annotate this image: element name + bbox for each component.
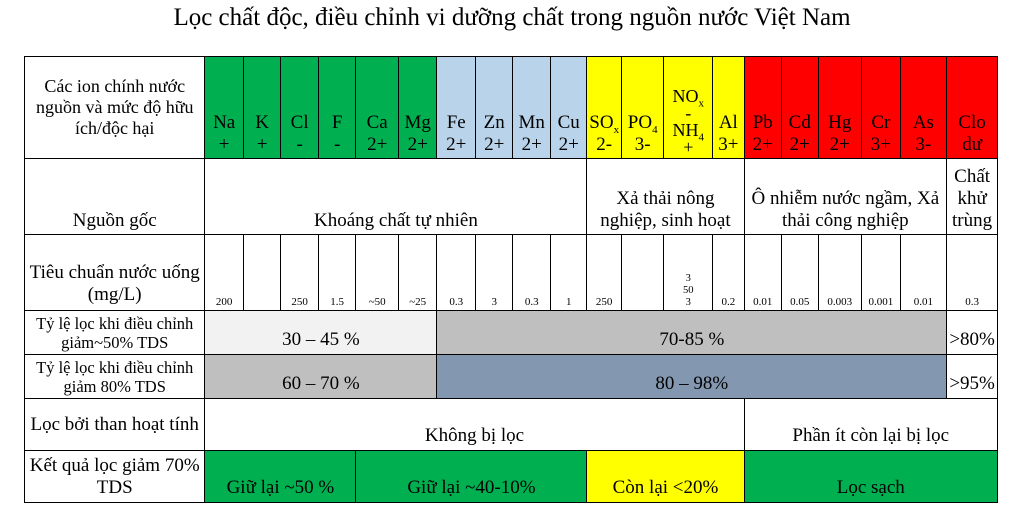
result-row: Kết quả lọc giảm 70% TDS Giữ lại ~50 % G… [23,450,999,503]
standard-cl: 250 [280,234,319,311]
result-clean: Lọc sạch [743,450,999,503]
ion-cr: Cr 3+ [861,56,901,159]
rate50-row-label: Tỷ lệ lọc khi điều chỉnh giảm~50% TDS [23,310,206,355]
standard-as: 0.01 [899,234,948,311]
standard-po4 [620,234,665,311]
rate80-chlorine: >95% [946,354,998,399]
source-disinfect: Chất khử trùng [946,158,998,235]
standard-row-label: Tiêu chuẩn nước uống (mg/L) [23,234,206,311]
ion-clo-du: Clo dư [946,56,998,159]
carbon-filtered: Phần ít còn lại bị lọc [743,398,999,451]
ion-ca: Ca 2+ [355,56,399,159]
carbon-not-filtered: Không bị lọc [204,398,745,451]
ion-nox-nh4: NOx - NH4 + [663,56,714,159]
rate50-minerals: 30 – 45 % [204,310,438,355]
standard-mn: 0.3 [512,234,551,311]
ion-na: Na + [204,56,244,159]
standard-ca: ~50 [355,234,399,311]
standard-nox-nh4: 3 50 3 [663,234,714,311]
ion-po4: PO4 3- [620,56,665,159]
ion-k: K + [242,56,282,159]
ion-as: As 3- [899,56,948,159]
standard-cu: 1 [549,234,588,311]
ion-mn: Mn 2+ [512,56,551,159]
standard-al: 0.2 [712,234,745,311]
result-remain-20: Còn lại <20% [586,450,745,503]
carbon-row: Lọc bởi than hoạt tính Không bị lọc Phần… [23,398,999,451]
ion-sox: SOx 2- [586,56,622,159]
ion-mg: Mg 2+ [397,56,438,159]
rate80-row-label: Tỷ lệ lọc khi điều chỉnh giảm 80% TDS [23,354,206,399]
rate50-row: Tỷ lệ lọc khi điều chỉnh giảm~50% TDS 30… [23,310,998,355]
source-row: Nguồn gốc Khoáng chất tự nhiên Xả thải n… [23,158,998,235]
ion-fe: Fe 2+ [436,56,476,159]
rate80-minerals: 60 – 70 % [204,354,438,399]
ions-row-label: Các ion chính nước nguồn và mức độ hữu í… [23,56,206,159]
standard-cr: 0.001 [861,234,901,311]
standard-k [242,234,282,311]
source-agri: Xả thải nông nghiệp, sinh hoạt [586,158,745,235]
ion-al: Al 3+ [712,56,745,159]
rate80-row: Tỷ lệ lọc khi điều chỉnh giảm 80% TDS 60… [23,354,998,399]
standard-pb: 0.01 [743,234,783,311]
result-keep-40-10: Giữ lại ~40-10% [355,450,588,503]
ion-f: F- [317,56,357,159]
standard-zn: 3 [474,234,514,311]
standard-sox: 250 [586,234,622,311]
standard-hg: 0.003 [817,234,863,311]
ions-row: Các ion chính nước nguồn và mức độ hữu í… [23,56,998,159]
standard-mg: ~25 [397,234,438,311]
source-industrial: Ô nhiễm nước ngầm, Xả thải công nghiệp [743,158,948,235]
ion-cl: Cl - [280,56,319,159]
page-title: Lọc chất độc, điều chỉnh vi dưỡng chất t… [173,4,851,31]
result-keep-50: Giữ lại ~50 % [204,450,357,503]
standard-cd: 0.05 [781,234,819,311]
ion-zn: Zn 2+ [474,56,514,159]
standard-f: 1.5 [317,234,357,311]
standard-fe: 0.3 [436,234,476,311]
ion-pb: Pb 2+ [743,56,783,159]
result-row-label: Kết quả lọc giảm 70% TDS [23,450,206,503]
ion-cd: Cd 2+ [781,56,819,159]
rate50-metals: 70-85 % [436,310,948,355]
rate80-metals: 80 – 98% [436,354,948,399]
ion-hg: Hg 2+ [817,56,863,159]
ion-cu: Cu 2+ [549,56,588,159]
standard-clo-du: 0.3 [946,234,998,311]
ion-filter-table: Các ion chính nước nguồn và mức độ hữu í… [23,56,999,503]
source-row-label: Nguồn gốc [23,158,206,235]
source-natural: Khoáng chất tự nhiên [204,158,588,235]
standard-na: 200 [204,234,244,311]
carbon-row-label: Lọc bởi than hoạt tính [23,398,206,451]
standard-row: Tiêu chuẩn nước uống (mg/L) 200 250 1.5 … [23,234,998,311]
rate50-chlorine: >80% [946,310,998,355]
